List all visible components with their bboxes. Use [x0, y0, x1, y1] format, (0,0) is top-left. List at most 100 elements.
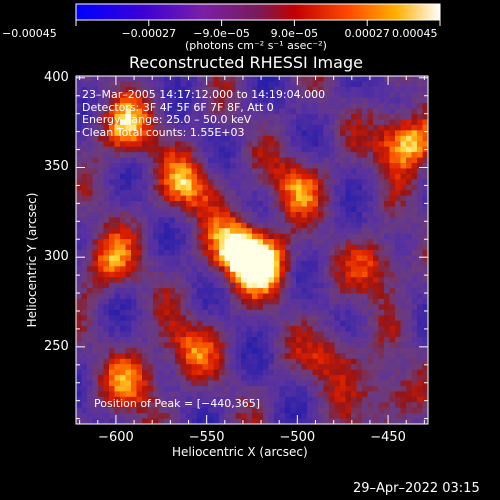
heatmap-cell — [351, 337, 357, 343]
heatmap-cell — [422, 320, 428, 327]
heatmap-cell — [81, 217, 88, 224]
heatmap-cell — [263, 342, 269, 349]
heatmap-cell — [169, 364, 176, 371]
heatmap-cell — [142, 391, 148, 398]
heatmap-cell — [411, 76, 418, 82]
heatmap-cell — [362, 195, 368, 202]
heatmap-cell — [384, 179, 390, 186]
heatmap-cell — [235, 179, 242, 186]
heatmap-cell — [103, 239, 110, 245]
heatmap-cell — [197, 250, 203, 256]
heatmap-cell — [389, 184, 396, 191]
heatmap-cell — [290, 233, 297, 240]
heatmap-cell — [400, 413, 407, 419]
heatmap-cell — [224, 402, 231, 409]
heatmap-cell — [356, 282, 363, 289]
heatmap-cell — [274, 135, 280, 142]
heatmap-cell — [257, 114, 264, 120]
heatmap-cell — [241, 293, 247, 300]
heatmap-cell — [378, 331, 385, 338]
heatmap-cell — [114, 375, 121, 381]
heatmap-cell — [158, 233, 165, 240]
heatmap-cell — [340, 260, 346, 267]
heatmap-cell — [334, 233, 341, 240]
heatmap-cell — [147, 119, 154, 126]
heatmap-cell — [153, 92, 159, 99]
heatmap-cell — [301, 304, 308, 311]
heatmap-cell — [147, 211, 154, 218]
heatmap-cell — [257, 244, 264, 251]
heatmap-cell — [136, 391, 143, 398]
heatmap-cell — [202, 304, 209, 311]
heatmap-cell — [411, 184, 418, 191]
heatmap-cell — [263, 402, 269, 409]
heatmap-cell — [329, 76, 335, 82]
heatmap-cell — [241, 315, 247, 322]
heatmap-cell — [334, 250, 341, 256]
heatmap-cell — [136, 293, 143, 300]
heatmap-cell — [98, 217, 104, 224]
heatmap-cell — [131, 168, 137, 175]
heatmap-cell — [400, 228, 407, 235]
heatmap-cell — [87, 342, 93, 349]
heatmap-cell — [340, 353, 346, 360]
heatmap-cell — [208, 168, 214, 175]
heatmap-cell — [114, 146, 121, 153]
heatmap-cell — [373, 353, 379, 360]
heatmap-cell — [246, 195, 253, 202]
heatmap-cell — [197, 108, 203, 115]
heatmap-cell — [290, 331, 297, 338]
heatmap-cell — [400, 190, 407, 197]
heatmap-cell — [153, 157, 159, 164]
heatmap-cell — [285, 81, 291, 88]
heatmap-cell — [87, 135, 93, 142]
heatmap-cell — [285, 211, 291, 218]
heatmap-cell — [274, 250, 280, 256]
heatmap-cell — [208, 184, 214, 191]
heatmap-cell — [213, 146, 220, 153]
heatmap-cell — [252, 271, 258, 278]
heatmap-cell — [186, 124, 192, 131]
heatmap-cell — [153, 163, 159, 169]
heatmap-cell — [81, 92, 88, 99]
heatmap-cell — [345, 184, 352, 191]
heatmap-cell — [296, 364, 302, 371]
heatmap-cell — [378, 217, 385, 224]
heatmap-cell — [164, 407, 170, 414]
heatmap-cell — [296, 239, 302, 245]
heatmap-cell — [373, 309, 379, 316]
heatmap-cell — [81, 347, 88, 354]
heatmap-cell — [197, 320, 203, 327]
heatmap-cell — [114, 315, 121, 322]
heatmap-cell — [252, 402, 258, 409]
heatmap-cell — [131, 195, 137, 202]
heatmap-cell — [290, 76, 297, 82]
heatmap-cell — [219, 396, 225, 403]
heatmap-cell — [356, 375, 363, 381]
heatmap-cell — [103, 103, 110, 110]
heatmap-cell — [274, 86, 280, 93]
heatmap-cell — [367, 331, 374, 338]
heatmap-cell — [422, 103, 428, 110]
heatmap-cell — [411, 331, 418, 338]
heatmap-cell — [307, 179, 313, 186]
heatmap-cell — [180, 309, 187, 316]
heatmap-cell — [120, 369, 126, 376]
heatmap-cell — [274, 217, 280, 224]
heatmap-cell — [296, 385, 302, 392]
heatmap-cell — [329, 201, 335, 207]
heatmap-cell — [81, 130, 88, 137]
heatmap-cell — [186, 135, 192, 142]
heatmap-cell — [76, 190, 82, 197]
heatmap-cell — [191, 228, 198, 235]
heatmap-cell — [296, 271, 302, 278]
heatmap-cell — [367, 293, 374, 300]
heatmap-cell — [318, 152, 324, 158]
heatmap-cell — [169, 211, 176, 218]
heatmap-cell — [329, 282, 335, 289]
heatmap-cell — [274, 396, 280, 403]
heatmap-cell — [202, 86, 209, 93]
heatmap-cell — [224, 342, 231, 349]
heatmap-cell — [175, 119, 181, 126]
heatmap-cell — [202, 380, 209, 387]
